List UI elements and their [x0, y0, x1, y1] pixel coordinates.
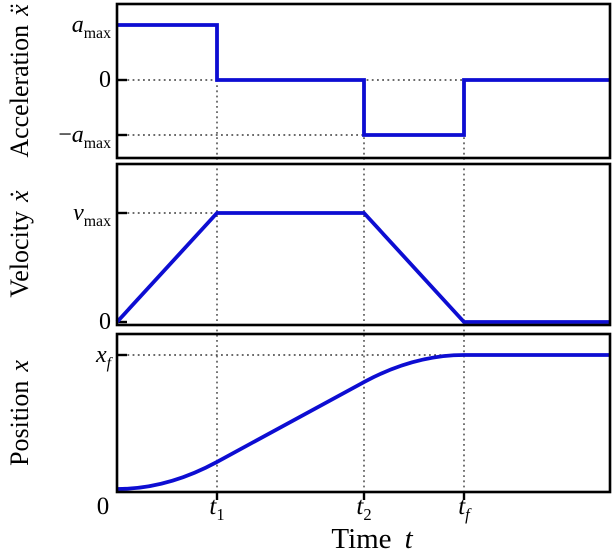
tick-symbol: a	[71, 122, 84, 148]
tick-roman: 0	[96, 493, 110, 520]
tick-subscript: max	[83, 24, 111, 42]
acceleration-panel-frame	[115, 2, 612, 160]
tick-subscript: max	[83, 212, 111, 230]
velocity-ytick-label: 0	[0, 310, 111, 334]
tick-roman: 0	[99, 67, 111, 93]
tick-subscript: max	[83, 134, 111, 152]
position-ytick-label: xf	[0, 342, 111, 371]
time-xtick-label: t1	[172, 493, 262, 523]
time-xtick-label: tf	[419, 493, 509, 523]
tick-symbol: a	[71, 12, 84, 38]
position-axis-label: Positionx	[5, 360, 35, 466]
acceleration-ytick-label: −amax	[0, 122, 111, 151]
tick-roman: −	[58, 122, 72, 148]
position-curve	[116, 353, 610, 491]
velocity-ytick-label: vmax	[0, 200, 111, 229]
tick-subscript: 1	[216, 505, 225, 524]
acceleration-ytick-label: 0	[0, 68, 111, 92]
tick-symbol: x	[95, 342, 107, 368]
time-axis-word: Time	[331, 523, 392, 554]
time-xtick-label: 0	[58, 494, 148, 519]
acceleration-ytick-label: amax	[0, 12, 111, 41]
tick-symbol: t	[458, 493, 466, 520]
tick-symbol: t	[209, 493, 217, 520]
velocity-panel-frame	[115, 162, 612, 327]
acceleration-curve	[117, 23, 610, 137]
tick-subscript: f	[106, 354, 111, 372]
position-panel-frame	[115, 332, 612, 494]
tick-subscript: f	[465, 505, 470, 524]
velocity-curve	[115, 211, 610, 324]
velocity-panel	[117, 164, 610, 325]
time-axis-symbol: t	[404, 523, 413, 554]
tick-symbol: v	[73, 200, 84, 226]
tick-subscript: 2	[363, 505, 372, 524]
tick-symbol: t	[356, 493, 364, 520]
time-axis-label: Time t	[331, 523, 412, 554]
position-axis-word: Position	[5, 380, 34, 466]
time-xtick-label: t2	[319, 493, 409, 523]
tick-roman: 0	[99, 309, 111, 335]
